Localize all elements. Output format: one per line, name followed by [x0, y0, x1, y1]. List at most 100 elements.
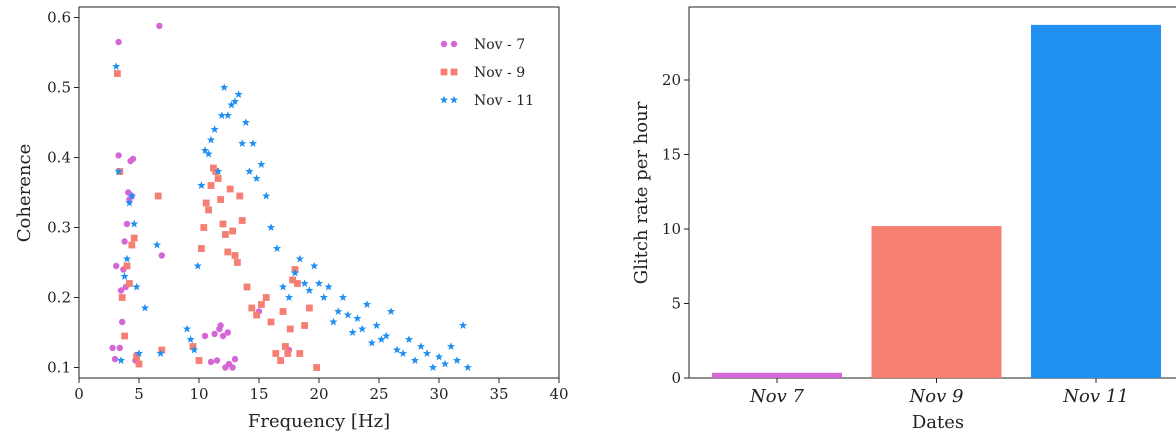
- data-point: [195, 357, 203, 364]
- x-tick-label: Nov 11: [1062, 386, 1128, 407]
- data-point: [306, 304, 313, 312]
- y-tick-label: 10: [662, 220, 681, 238]
- legend-marker: [450, 40, 458, 48]
- series-nov-11: [112, 62, 472, 371]
- data-point: [127, 191, 136, 200]
- y-tick-label: 0.3: [47, 219, 71, 237]
- data-point: [223, 111, 232, 119]
- data-point: [278, 282, 288, 291]
- scatter-y-axis-label: Coherence: [14, 144, 35, 242]
- data-point: [382, 331, 391, 340]
- y-tick-label: 0.6: [47, 9, 71, 27]
- scatter-x-axis-label: Frequency [Hz]: [248, 411, 390, 432]
- y-tick-label: 0: [671, 369, 681, 387]
- legend-marker: [440, 40, 448, 48]
- data-point: [314, 279, 324, 287]
- data-point: [392, 345, 402, 354]
- x-tick-label: Nov 7: [749, 386, 804, 407]
- data-point: [231, 355, 239, 363]
- data-point: [122, 254, 132, 263]
- data-point: [284, 293, 294, 301]
- y-tick-label: 20: [662, 71, 681, 89]
- legend-item: Nov - 7: [440, 37, 525, 53]
- data-point: [267, 318, 275, 326]
- data-point: [198, 245, 205, 252]
- bar: [712, 372, 842, 378]
- data-point: [156, 349, 165, 357]
- data-point: [217, 111, 226, 119]
- data-point: [343, 310, 352, 319]
- y-tick-label: 5: [671, 295, 681, 313]
- data-point: [114, 167, 123, 175]
- data-point: [114, 70, 121, 77]
- data-point: [243, 283, 251, 291]
- x-tick-label: 40: [549, 385, 568, 403]
- data-point: [446, 342, 456, 350]
- data-point: [119, 318, 126, 326]
- bar-x-axis-label: Dates: [912, 412, 964, 433]
- data-point: [284, 350, 292, 357]
- data-point: [398, 349, 408, 357]
- x-tick-label: 30: [429, 385, 448, 403]
- data-point: [128, 241, 136, 249]
- data-point: [231, 252, 239, 259]
- data-point: [289, 276, 296, 284]
- data-point: [294, 280, 301, 287]
- legend-marker: [450, 68, 458, 76]
- data-point: [272, 244, 282, 252]
- data-point: [248, 139, 258, 147]
- legend-label: Nov - 7: [474, 37, 525, 53]
- bar-x-axis-ticks: Nov 7 Nov 9 Nov 11: [749, 378, 1129, 407]
- legend-item: Nov - 9: [440, 65, 525, 81]
- data-point: [158, 346, 166, 354]
- data-point: [152, 240, 162, 249]
- data-point: [219, 332, 227, 340]
- scatter-legend: Nov - 7 Nov - 9 Nov - 11: [439, 37, 534, 109]
- legend-item: Nov - 11: [439, 93, 534, 109]
- data-point: [236, 192, 244, 200]
- data-point: [214, 175, 222, 182]
- data-point: [130, 234, 138, 242]
- data-point: [156, 22, 163, 30]
- data-point: [248, 304, 256, 312]
- data-point: [202, 199, 210, 207]
- x-tick-label: 0: [74, 385, 84, 403]
- data-point: [458, 321, 468, 329]
- data-point: [234, 259, 241, 266]
- x-tick-label: 10: [189, 385, 208, 403]
- data-point: [440, 359, 450, 368]
- data-point: [193, 261, 202, 270]
- data-point: [362, 300, 372, 308]
- data-point: [220, 83, 229, 91]
- legend-marker: [440, 68, 448, 76]
- data-point: [226, 185, 234, 193]
- data-point: [422, 349, 432, 357]
- data-point: [140, 303, 150, 312]
- data-point: [224, 329, 231, 336]
- legend-marker: [439, 95, 449, 104]
- data-point: [290, 268, 300, 277]
- data-point: [115, 38, 122, 46]
- data-point: [112, 62, 121, 70]
- data-point: [229, 227, 236, 235]
- data-point: [238, 217, 246, 224]
- data-point: [452, 356, 462, 364]
- data-point: [434, 352, 444, 361]
- data-point: [296, 350, 304, 357]
- data-point: [116, 344, 124, 352]
- x-tick-label: 20: [309, 385, 328, 403]
- data-point: [200, 224, 208, 231]
- data-point: [222, 231, 229, 238]
- data-point: [324, 282, 333, 291]
- data-point: [241, 118, 250, 126]
- data-point: [154, 192, 162, 200]
- series-nov-9: [114, 70, 320, 371]
- data-point: [130, 219, 139, 228]
- data-point: [210, 125, 219, 133]
- data-point: [463, 363, 472, 371]
- data-point: [358, 324, 367, 333]
- data-point: [404, 335, 414, 343]
- x-tick-label: Nov 9: [909, 386, 964, 407]
- legend-marker: [449, 95, 459, 104]
- data-point: [257, 160, 266, 168]
